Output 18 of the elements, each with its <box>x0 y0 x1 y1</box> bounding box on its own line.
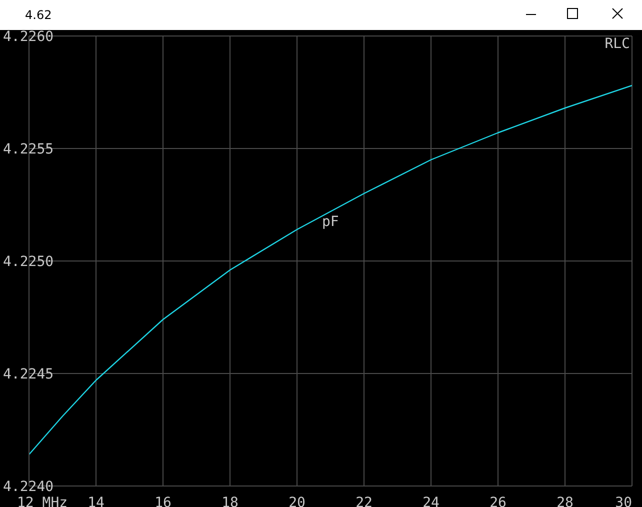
annotation: RLC <box>604 36 630 52</box>
x-tick-label: 12 MHz <box>17 495 68 507</box>
x-tick-label: 22 <box>356 495 372 507</box>
x-tick-label: 28 <box>556 495 574 507</box>
x-tick-label: 20 <box>288 495 306 507</box>
y-tick-label: 4.2245 <box>3 366 54 382</box>
x-tick-label: 30 <box>615 495 632 507</box>
x-tick-label: 16 <box>154 495 172 507</box>
x-tick-label: 24 <box>422 495 440 507</box>
y-axis-title: pF <box>322 214 339 230</box>
y-tick-label: 4.2260 <box>3 29 54 45</box>
x-tick-label: 26 <box>490 495 506 507</box>
y-tick-label: 4.2250 <box>3 254 54 270</box>
y-tick-label: 4.2240 <box>3 479 54 495</box>
chart-title: 4.62 <box>25 8 52 22</box>
y-tick-label: 4.2255 <box>3 142 54 158</box>
x-tick-label: 14 <box>88 495 104 507</box>
x-tick-label: 18 <box>222 495 238 507</box>
